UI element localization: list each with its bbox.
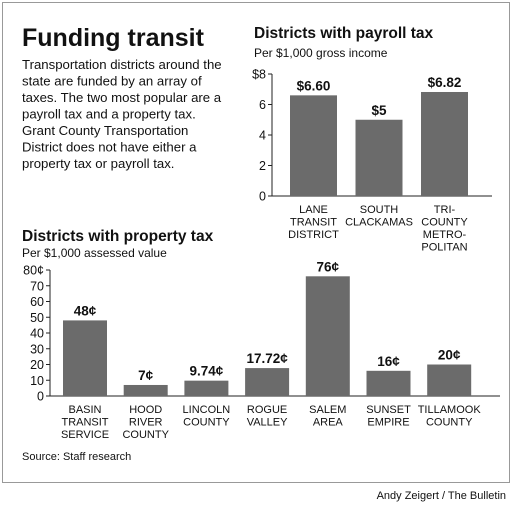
y-tick-label: 30	[30, 342, 44, 356]
x-tick-label: BASIN	[68, 404, 101, 416]
body-line: taxes. The two most popular are a	[22, 90, 222, 105]
y-tick-label: 60	[30, 295, 44, 309]
value-label: 7¢	[138, 368, 154, 383]
frame	[2, 2, 510, 483]
bar	[355, 119, 403, 196]
x-tick-label: DISTRICT	[288, 229, 339, 241]
x-tick-label: LINCOLN	[183, 404, 231, 416]
y-tick-label: 80¢	[23, 264, 44, 278]
bar	[290, 95, 337, 196]
x-tick-label: POLITAN	[421, 242, 467, 254]
value-label: $6.60	[297, 78, 331, 93]
y-tick-label: 2	[259, 159, 266, 173]
value-label: 9.74¢	[190, 364, 224, 379]
y-tick-label: 0	[37, 390, 44, 404]
value-label: 20¢	[438, 348, 461, 363]
chart-subtitle: Per $1,000 gross income	[254, 46, 388, 60]
y-tick-label: $8	[252, 68, 266, 82]
value-label: 16¢	[377, 354, 400, 369]
x-tick-label: COUNTY	[122, 429, 169, 441]
bar	[305, 276, 350, 396]
bar	[421, 91, 468, 196]
x-tick-label: CLACKAMAS	[345, 217, 413, 229]
y-tick-label: 10	[30, 374, 44, 388]
x-tick-label: COUNTY	[426, 417, 473, 429]
x-tick-label: TRANSIT	[290, 217, 337, 229]
y-tick-label: 0	[259, 190, 266, 204]
x-tick-label: EMPIRE	[367, 417, 409, 429]
x-tick-label: VALLEY	[247, 417, 288, 429]
value-label: $6.82	[428, 75, 462, 90]
x-tick-label: SUNSET	[366, 404, 411, 416]
x-tick-label: LANE	[299, 204, 328, 216]
bar	[63, 320, 107, 396]
y-tick-label: 4	[259, 129, 266, 143]
source: Source: Staff research	[22, 451, 131, 463]
bar	[366, 370, 411, 396]
y-tick-label: 20	[30, 358, 44, 372]
body-line: Grant County Transportation	[22, 123, 188, 138]
body-line: payroll tax and a property tax.	[22, 107, 196, 122]
body-line: District does not have either a	[22, 140, 197, 155]
x-tick-label: ROGUE	[247, 404, 287, 416]
bar	[123, 384, 168, 396]
bar	[184, 380, 229, 396]
credit: Andy Zeigert / The Bulletin	[377, 490, 506, 502]
x-tick-label: TRI-	[434, 204, 456, 216]
x-tick-label: RIVER	[129, 417, 163, 429]
value-label: 76¢	[317, 259, 340, 274]
x-tick-label: HOOD	[129, 404, 162, 416]
y-tick-label: 50	[30, 311, 44, 325]
bar	[427, 364, 472, 396]
y-tick-label: 6	[259, 98, 266, 112]
x-tick-label: COUNTY	[421, 217, 468, 229]
body-line: property tax or payroll tax.	[22, 156, 174, 171]
body-line: state are funded by an array of	[22, 74, 202, 89]
x-tick-label: SERVICE	[61, 429, 109, 441]
body-line: Transportation districts around the	[22, 57, 222, 72]
bar	[245, 368, 290, 396]
title: Funding transit	[22, 24, 205, 52]
x-tick-label: SOUTH	[360, 204, 399, 216]
x-tick-label: AREA	[313, 417, 344, 429]
x-tick-label: TILLAMOOK	[418, 404, 482, 416]
y-tick-label: 40	[30, 327, 44, 341]
x-tick-label: METRO-	[423, 229, 467, 241]
chart-title: Districts with payroll tax	[254, 25, 434, 42]
value-label: 48¢	[74, 303, 97, 318]
x-tick-label: TRANSIT	[61, 417, 108, 429]
chart-subtitle: Per $1,000 assessed value	[22, 246, 167, 260]
value-label: $5	[371, 103, 387, 118]
chart-title: Districts with property tax	[22, 228, 214, 245]
x-tick-label: SALEM	[309, 404, 346, 416]
y-tick-label: 70	[30, 279, 44, 293]
value-label: 17.72¢	[246, 351, 288, 366]
x-tick-label: COUNTY	[183, 417, 230, 429]
